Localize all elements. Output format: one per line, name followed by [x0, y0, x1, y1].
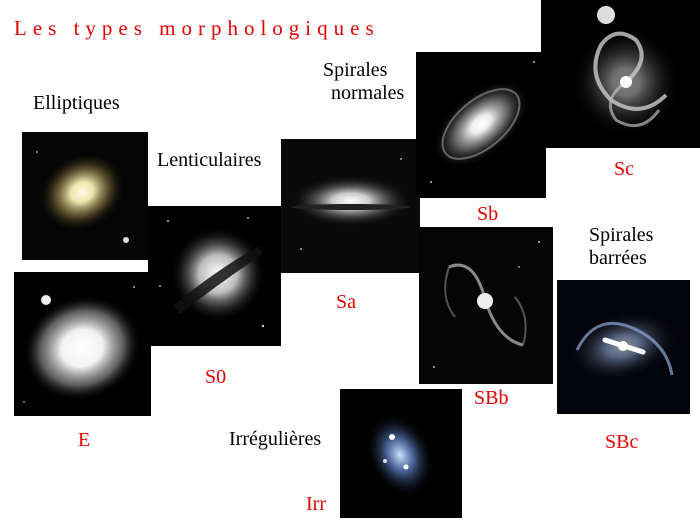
category-elliptiques: Elliptiques — [33, 92, 120, 114]
type-label-sb: Sb — [477, 203, 499, 225]
diagram-title: Les types morphologiques — [14, 16, 380, 40]
type-label-sbc: SBc — [605, 431, 639, 453]
category-spirales-barrees-line1: Spirales — [589, 224, 654, 246]
type-label-irr: Irr — [306, 493, 326, 515]
type-label-e: E — [78, 429, 91, 451]
type-label-sbb: SBb — [474, 387, 509, 409]
category-spirales-normales-line1: Spirales — [323, 59, 388, 81]
galaxy-image-lenticular — [148, 206, 281, 346]
category-spirales-barrees-line2: barrées — [589, 247, 647, 269]
galaxy-image-sa — [281, 139, 420, 273]
type-label-s0: S0 — [205, 366, 227, 388]
category-irregulieres: Irrégulières — [229, 428, 322, 450]
galaxy-image-sbc — [557, 280, 690, 414]
type-label-sc: Sc — [614, 158, 634, 180]
galaxy-image-elliptical-2 — [14, 272, 151, 416]
type-label-sa: Sa — [336, 291, 356, 313]
galaxy-image-sc — [541, 0, 700, 148]
galaxy-image-elliptical-1 — [22, 132, 148, 260]
category-lenticulaires: Lenticulaires — [157, 149, 262, 171]
category-spirales-normales-line2: normales — [331, 82, 405, 104]
galaxy-image-sbb — [419, 227, 553, 384]
galaxy-image-sb — [416, 52, 546, 198]
galaxy-image-irr — [340, 389, 462, 518]
